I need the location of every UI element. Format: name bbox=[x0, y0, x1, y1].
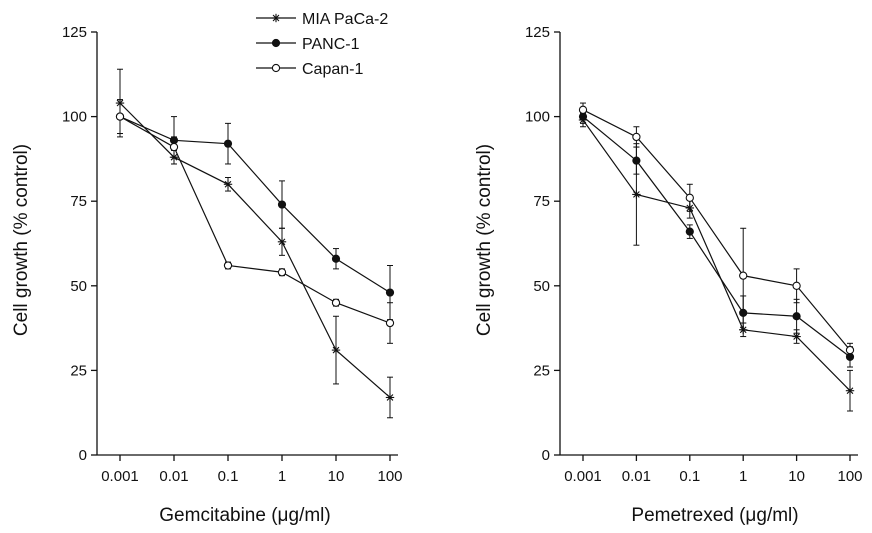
marker-star-stroke bbox=[332, 346, 340, 354]
axes: 0 25 50 75 100 125 0.001 0.01 0.1 1 10 100 bbox=[62, 24, 403, 485]
marker-open-circle bbox=[385, 318, 395, 328]
y-tick-label: 100 bbox=[525, 109, 550, 126]
marker-star-stroke bbox=[846, 387, 854, 395]
marker-star bbox=[632, 190, 641, 199]
x-tick-label: 1 bbox=[278, 468, 286, 485]
y-tick-label: 25 bbox=[70, 362, 87, 379]
series-panc-1 bbox=[115, 99, 395, 321]
marker-filled-circle bbox=[632, 156, 641, 165]
marker-star bbox=[223, 180, 233, 189]
marker-star bbox=[792, 332, 801, 341]
x-tick-label: 0.01 bbox=[159, 468, 188, 485]
marker-open-circle bbox=[331, 298, 341, 307]
x-tick-label: 0.1 bbox=[679, 468, 700, 485]
marker-filled-circle bbox=[331, 254, 341, 263]
marker-filled-circle bbox=[271, 38, 281, 48]
legend: MIA PaCa-2 PANC-1 Capan-1 bbox=[256, 11, 388, 78]
series-mia-paca-2 bbox=[115, 68, 395, 419]
marker-filled-circle bbox=[277, 200, 287, 209]
x-tick-label: 0.1 bbox=[218, 468, 239, 485]
marker-open-circle bbox=[169, 142, 179, 152]
marker-star bbox=[271, 13, 281, 23]
x-tick-label: 0.001 bbox=[101, 468, 139, 485]
marker-star-stroke bbox=[386, 394, 394, 401]
y-tick-label: 25 bbox=[533, 362, 550, 379]
series-line bbox=[119, 102, 391, 398]
marker-open-circle bbox=[115, 112, 125, 121]
marker-filled-circle bbox=[385, 288, 395, 297]
marker-open-circle bbox=[271, 63, 281, 73]
series-line bbox=[119, 116, 391, 294]
x-tick-label: 100 bbox=[377, 468, 402, 485]
y-tick-label: 0 bbox=[79, 447, 87, 464]
marker-star-stroke bbox=[224, 180, 232, 188]
marker-star-stroke bbox=[278, 238, 286, 246]
marker-star bbox=[331, 345, 341, 355]
marker-star-stroke bbox=[793, 333, 800, 340]
y-tick-label: 75 bbox=[70, 193, 87, 210]
pemetrexed-panel: Cell growth (% control) Pemetrexed (μg/m… bbox=[474, 24, 863, 526]
y-tick-label: 50 bbox=[533, 278, 550, 295]
marker-open-circle bbox=[277, 268, 287, 277]
axes: 0 25 50 75 100 125 0.001 0.01 0.1 1 10 100 bbox=[525, 24, 863, 485]
gemcitabine-panel: Cell growth (% control) Gemcitabine (μg/… bbox=[11, 24, 403, 526]
series-mia-paca-2 bbox=[578, 112, 855, 412]
legend-item: Capan-1 bbox=[256, 61, 363, 78]
y-axis-label: Cell growth (% control) bbox=[474, 144, 495, 336]
x-tick-label: 1 bbox=[739, 468, 747, 485]
legend-item: PANC-1 bbox=[256, 36, 360, 53]
y-tick-label: 50 bbox=[70, 278, 87, 295]
x-tick-label: 10 bbox=[788, 468, 805, 485]
y-tick-label: 125 bbox=[525, 24, 550, 41]
y-tick-label: 75 bbox=[533, 193, 550, 210]
y-axis-label: Cell growth (% control) bbox=[11, 144, 32, 336]
marker-open-circle bbox=[578, 105, 588, 114]
series-line bbox=[119, 116, 391, 324]
marker-star bbox=[385, 393, 395, 402]
x-tick-label: 10 bbox=[328, 468, 345, 485]
legend-label: Capan-1 bbox=[302, 61, 363, 78]
y-tick-label: 100 bbox=[62, 109, 87, 126]
marker-open-circle bbox=[792, 281, 801, 290]
y-tick-label: 0 bbox=[542, 447, 550, 464]
marker-star-stroke bbox=[633, 191, 640, 198]
marker-open-circle bbox=[632, 132, 641, 142]
marker-star bbox=[845, 386, 855, 395]
x-axis-label: Pemetrexed (μg/ml) bbox=[631, 505, 798, 526]
marker-open-circle bbox=[845, 345, 855, 355]
series-capan-1 bbox=[115, 99, 395, 344]
series-line bbox=[582, 109, 851, 351]
legend-label: PANC-1 bbox=[302, 36, 360, 53]
marker-open-circle bbox=[685, 193, 694, 202]
x-tick-label: 0.01 bbox=[622, 468, 651, 485]
marker-filled-circle bbox=[685, 227, 694, 236]
marker-star bbox=[277, 237, 287, 247]
marker-open-circle bbox=[223, 261, 233, 270]
x-tick-label: 100 bbox=[837, 468, 862, 485]
y-tick-label: 125 bbox=[62, 24, 87, 41]
legend-item: MIA PaCa-2 bbox=[256, 11, 388, 28]
series-panc-1 bbox=[578, 109, 855, 368]
marker-open-circle bbox=[739, 271, 748, 280]
marker-filled-circle bbox=[223, 139, 233, 148]
series-line bbox=[582, 116, 851, 358]
marker-star-stroke bbox=[272, 14, 280, 22]
marker-filled-circle bbox=[792, 312, 801, 321]
x-axis-label: Gemcitabine (μg/ml) bbox=[159, 505, 330, 526]
x-tick-label: 0.001 bbox=[564, 468, 602, 485]
series-capan-1 bbox=[578, 102, 855, 358]
legend-label: MIA PaCa-2 bbox=[302, 11, 388, 28]
series-line bbox=[582, 119, 851, 392]
